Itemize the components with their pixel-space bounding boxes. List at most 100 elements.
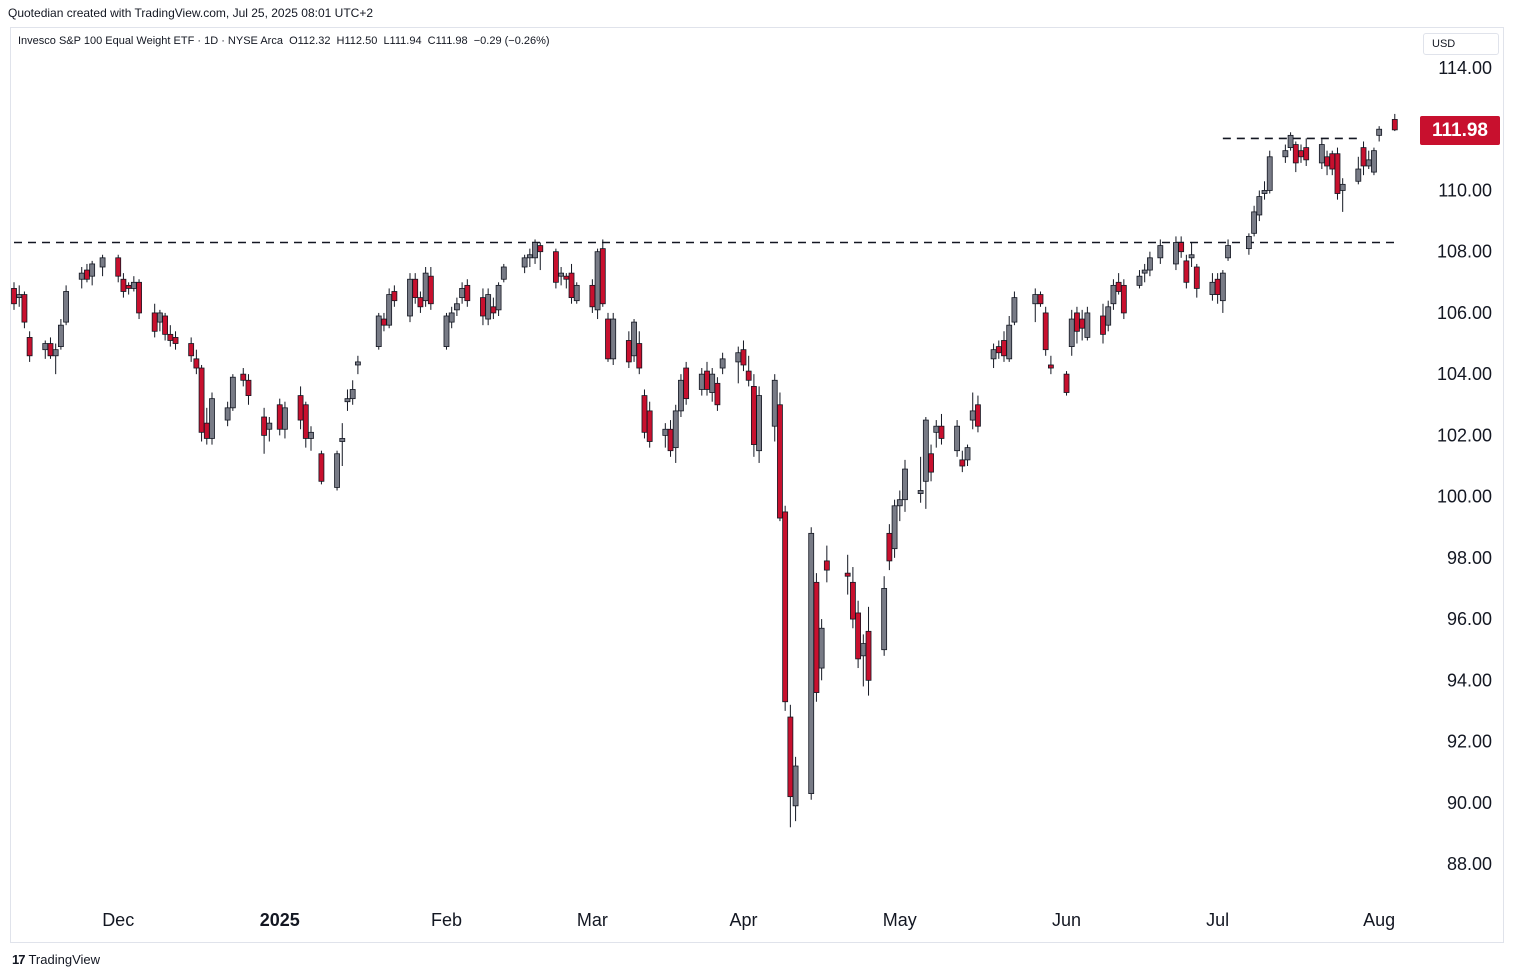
candle [500, 263, 507, 283]
y-tick-label: 90.00 [1447, 793, 1492, 813]
candle-body [938, 425, 945, 439]
candle [1219, 270, 1226, 313]
candle-body [89, 263, 96, 277]
candle-body [1245, 235, 1252, 250]
candle-body [750, 385, 757, 445]
candle [1214, 273, 1221, 304]
candle [1261, 181, 1268, 200]
candle [1006, 315, 1013, 362]
candle-body [672, 410, 679, 449]
candle [818, 619, 825, 681]
candle [427, 267, 434, 310]
candle-body [99, 257, 106, 268]
candle [552, 248, 559, 289]
candle-body [120, 278, 127, 292]
candle [995, 340, 1002, 359]
candle [57, 319, 64, 350]
candle [698, 368, 705, 396]
candle [136, 279, 142, 320]
candle-body [84, 269, 90, 280]
y-tick-label: 110.00 [1438, 180, 1492, 200]
candle [917, 456, 924, 503]
x-tick-label: Jul [1206, 910, 1229, 930]
candle-body [344, 398, 351, 403]
candle-body [563, 275, 570, 280]
candle-body [537, 245, 544, 253]
candle-body [558, 272, 565, 277]
candle-body [1173, 242, 1179, 265]
candle [672, 404, 679, 463]
candle-body [902, 468, 908, 501]
candle-body [1360, 147, 1367, 167]
candle [709, 368, 716, 402]
candle [381, 312, 387, 332]
candle-body [594, 251, 601, 311]
candle-body [777, 404, 783, 519]
ohlc-values: O112.32 H112.50 L111.94 C111.98 −0.29 (−… [289, 35, 550, 47]
candle-body [26, 337, 33, 357]
candle [1282, 144, 1289, 163]
tradingview-logo[interactable]: 17 TradingView [12, 952, 100, 967]
candle [151, 303, 158, 338]
candle [1100, 303, 1106, 344]
candle [375, 312, 382, 350]
candle-body [1339, 183, 1346, 191]
candle [21, 291, 28, 329]
x-tick-label: Feb [431, 910, 462, 930]
candle-body [1251, 211, 1258, 234]
currency-selector[interactable]: USD [1423, 33, 1499, 55]
candle [526, 248, 533, 267]
candle [1365, 150, 1372, 170]
candle-body [1136, 275, 1143, 286]
candle-body [719, 358, 726, 369]
candle-body [704, 370, 710, 390]
candle [1245, 233, 1252, 255]
candle-body [198, 367, 205, 433]
candles [11, 113, 1398, 828]
candle-body [1178, 242, 1185, 253]
candle-body [1214, 278, 1221, 295]
candle-body [209, 398, 215, 439]
candle [1251, 205, 1258, 237]
candle [386, 288, 393, 329]
candle [1047, 355, 1054, 375]
candle [156, 309, 163, 332]
candle-body [136, 281, 142, 314]
candle [125, 282, 132, 295]
x-tick-label: Jun [1052, 910, 1081, 930]
candle-body [631, 321, 637, 357]
candle [261, 407, 268, 454]
candle [792, 756, 799, 822]
candle-body [849, 581, 856, 620]
tradingview-logo-icon: 17 [12, 952, 26, 967]
candle [750, 374, 757, 457]
candle [1334, 147, 1341, 200]
candle [63, 285, 70, 326]
candle-body [245, 379, 252, 396]
candle [881, 576, 888, 656]
candle-body [1146, 257, 1153, 271]
x-tick-label: Apr [729, 910, 757, 930]
symbol-name: Invesco S&P 100 Equal Weight ETF · 1D · … [18, 35, 283, 47]
candle-body [844, 572, 851, 577]
candle-body [1303, 147, 1310, 161]
candle-body [964, 447, 971, 461]
candle-body [1371, 150, 1377, 173]
candle-body [1105, 306, 1112, 326]
candle-body [1183, 260, 1190, 283]
candle-body [891, 505, 898, 550]
y-tick-label: 96.00 [1447, 609, 1492, 629]
candle-body [662, 428, 669, 436]
x-axis-ticks: Dec 2025 Feb Mar Apr May Jun Jul Aug [102, 910, 1395, 930]
candle [1266, 150, 1273, 194]
candle-body [125, 284, 132, 289]
candle-body [709, 373, 716, 393]
candle-body [495, 284, 502, 311]
candle-body [266, 422, 273, 430]
candle-body [464, 284, 471, 302]
x-tick-label: 2025 [260, 910, 300, 930]
candle [453, 297, 460, 316]
candle-body [57, 324, 64, 347]
candle [495, 282, 502, 316]
